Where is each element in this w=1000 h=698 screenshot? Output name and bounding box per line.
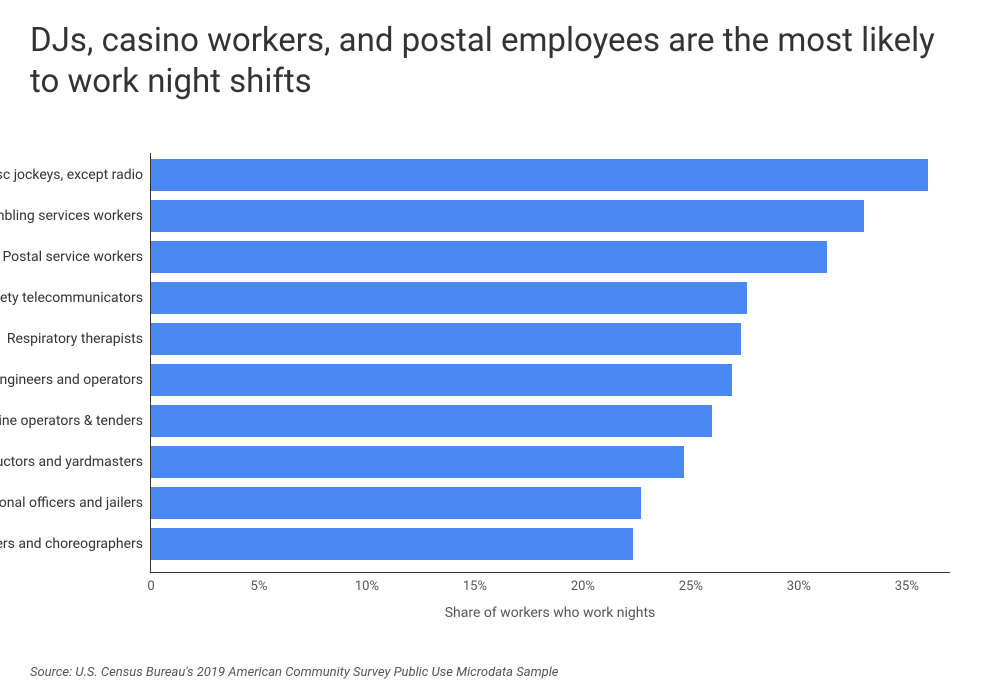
category-label: Disc jockeys, except radio (0, 167, 151, 183)
x-axis-label: Share of workers who work nights (150, 605, 950, 621)
bar-row: Food cooking machine operators & tenders (151, 405, 950, 437)
bar-row: Gambling services workers (151, 200, 950, 232)
bar (151, 200, 864, 232)
bar-row: Railroad conductors and yardmasters (151, 446, 950, 478)
bar (151, 446, 684, 478)
source-citation: Source: U.S. Census Bureau's 2019 Americ… (30, 665, 558, 680)
plot-region: 05%10%15%20%25%30%35%Disc jockeys, excep… (150, 153, 950, 573)
bar-row: Postal service workers (151, 241, 950, 273)
x-tick-label: 30% (787, 579, 811, 594)
category-label: Railroad conductors and yardmasters (0, 454, 151, 470)
category-label: Gambling services workers (0, 208, 151, 224)
category-label: Dancers and choreographers (0, 536, 151, 552)
bar-row: Locomotive engineers and operators (151, 364, 950, 396)
category-label: Respiratory therapists (7, 331, 151, 347)
bar-row: Correctional officers and jailers (151, 487, 950, 519)
x-tick-label: 5% (251, 579, 268, 594)
x-tick-label: 15% (463, 579, 487, 594)
category-label: Public safety telecommunicators (0, 290, 151, 306)
bar-row: Respiratory therapists (151, 323, 950, 355)
bar (151, 282, 747, 314)
category-label: Locomotive engineers and operators (0, 372, 151, 388)
bar (151, 159, 928, 191)
category-label: Food cooking machine operators & tenders (0, 413, 151, 429)
bar-row: Disc jockeys, except radio (151, 159, 950, 191)
category-label: Correctional officers and jailers (0, 495, 151, 511)
bar (151, 487, 641, 519)
chart-area: 0 5% 10% 15% 20% 25% 30% 35% Disc jockeys, excep… (150, 153, 950, 621)
category-label: Postal service workers (2, 249, 151, 265)
x-tick-label: 20% (571, 579, 595, 594)
x-tick-label: 10% (355, 579, 379, 594)
bar-row: Dancers and choreographers (151, 528, 950, 560)
x-tick-label: 35% (895, 579, 919, 594)
bar (151, 364, 732, 396)
x-tick-label: 0 (147, 579, 154, 594)
chart-title: DJs, casino workers, and postal employee… (30, 20, 970, 103)
bar (151, 405, 712, 437)
bar (151, 528, 633, 560)
x-tick-label: 25% (679, 579, 703, 594)
bar (151, 323, 741, 355)
bar (151, 241, 827, 273)
bar-row: Public safety telecommunicators (151, 282, 950, 314)
